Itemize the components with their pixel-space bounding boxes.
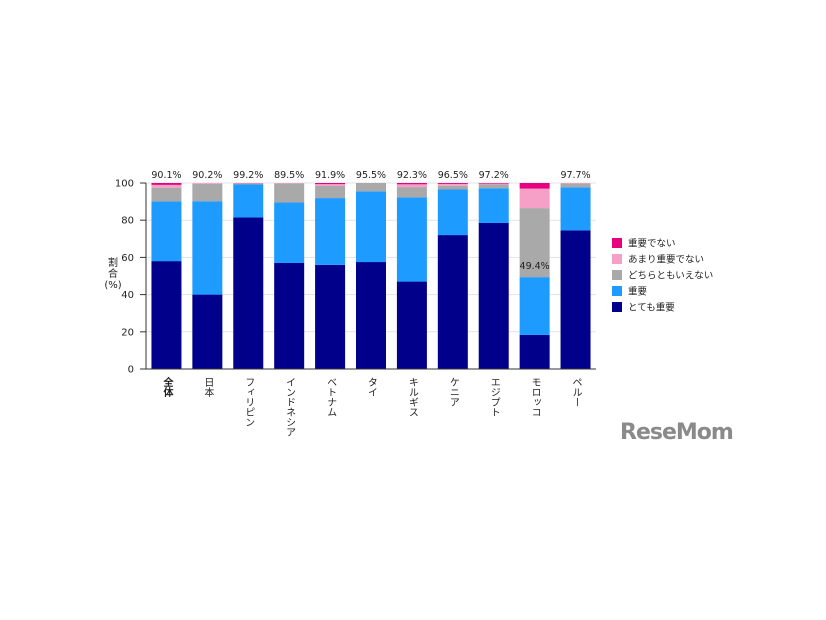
x-tick-label: インドネシア	[284, 377, 296, 437]
total-label: 97.2%	[479, 170, 509, 181]
bar-segment	[233, 217, 264, 369]
bar-segment	[396, 184, 427, 188]
bar-segment	[151, 184, 182, 188]
bar-segment	[192, 294, 223, 369]
bar-segment	[192, 201, 223, 295]
total-label: 95.5%	[356, 170, 386, 181]
legend-swatch	[612, 270, 622, 280]
bar-segment	[356, 262, 386, 369]
bar-segment	[560, 183, 591, 184]
bar-segment	[560, 230, 591, 369]
total-label: 49.4%	[520, 261, 550, 272]
y-tick-label: 40	[121, 290, 134, 301]
bar-segment	[560, 187, 591, 231]
bar-segment	[437, 183, 468, 184]
total-label: 92.3%	[397, 170, 427, 181]
bar-segment	[274, 183, 305, 203]
bar-segment	[519, 277, 550, 335]
y-tick-label: 100	[115, 179, 134, 190]
bar-segment	[478, 183, 509, 184]
legend-label: 重要でない	[628, 238, 676, 250]
legend-swatch	[612, 286, 622, 296]
bar-segment	[396, 281, 427, 369]
y-axis-label: 割合(%)	[104, 258, 122, 291]
bar-segment	[560, 183, 591, 188]
bar-segment	[519, 334, 550, 369]
total-label: 89.5%	[274, 170, 304, 181]
total-label: 91.9%	[315, 170, 345, 181]
x-tick-label: キルギス	[406, 377, 418, 417]
x-tick-label: ケニア	[447, 377, 459, 407]
bar-segment	[151, 201, 182, 262]
x-tick-label: フィリピン	[243, 377, 254, 427]
bar-segment	[151, 183, 182, 185]
bar-segment	[396, 183, 427, 185]
y-tick-label: 0	[128, 365, 134, 376]
total-label: 90.1%	[151, 170, 181, 181]
legend-label: とても重要	[628, 302, 675, 314]
bar-segment	[478, 222, 509, 369]
bar-segment	[274, 183, 305, 184]
legend-swatch	[612, 238, 622, 248]
bar-segment	[478, 188, 509, 223]
bar-segment	[315, 184, 346, 186]
bar-segment	[437, 185, 468, 190]
bar-segment	[396, 187, 427, 198]
logo: ReseMom	[620, 420, 734, 445]
bar-segment	[192, 183, 223, 202]
y-tick-label: 80	[121, 216, 134, 227]
bar-segment	[315, 185, 346, 199]
bar-segment	[192, 183, 223, 184]
legend-label: 重要	[628, 286, 647, 298]
total-label: 90.2%	[192, 170, 222, 181]
bar-segment	[519, 183, 550, 189]
total-label: 97.7%	[560, 170, 590, 181]
bar-segment	[437, 235, 468, 369]
bar-segment	[519, 188, 550, 209]
bar-segment	[151, 261, 182, 369]
bar-segment	[151, 187, 182, 202]
bar-segment	[274, 262, 305, 369]
y-tick-label: 20	[121, 327, 134, 338]
bar-segment	[356, 191, 386, 263]
y-tick-label: 60	[121, 253, 134, 264]
x-tick-label: ベトナム	[325, 377, 337, 417]
bar-segment	[437, 189, 468, 236]
x-tick-label: 日本	[202, 377, 214, 398]
bar-segment	[233, 184, 264, 218]
bar-segment	[437, 183, 468, 186]
bar-segment	[315, 198, 346, 265]
bar-segment	[274, 202, 305, 263]
legend-label: どちらともいえない	[628, 271, 713, 282]
total-label: 96.5%	[438, 170, 468, 181]
bar-segment	[478, 183, 509, 185]
x-tick-label: タイ	[366, 377, 378, 397]
x-tick-label: モロッコ	[529, 377, 540, 417]
bar-segment	[356, 183, 386, 192]
x-tick-label: エジプト	[488, 377, 500, 417]
x-tick-label: 全体	[161, 376, 174, 398]
total-label: 99.2%	[233, 170, 263, 181]
bar-segment	[315, 264, 346, 369]
bar-segment	[519, 208, 550, 278]
legend-label: あまり重要でない	[628, 254, 704, 266]
legend-swatch	[612, 254, 622, 264]
bar-segment	[233, 183, 264, 185]
x-tick-label: ペルー	[570, 377, 582, 407]
legend-swatch	[612, 302, 622, 312]
bar-segment	[315, 183, 346, 185]
bar-segment	[478, 184, 509, 189]
bar-segment	[396, 197, 427, 282]
